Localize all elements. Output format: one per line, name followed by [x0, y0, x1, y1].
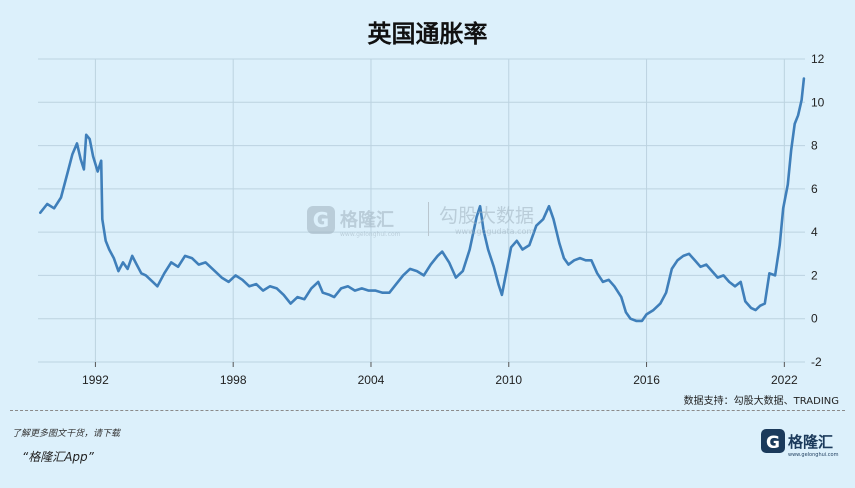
y-tick-label: 2 [811, 268, 818, 282]
y-axis-ticks: -2 0 2 4 6 8 10 12 [811, 52, 825, 369]
x-tick-label: 1998 [220, 373, 247, 387]
logo-url: www.gelonghui.com [788, 452, 839, 458]
watermark-left-brand: 格隆汇 [340, 209, 394, 231]
gelonghui-logo: G 格隆汇 www.gelonghui.com [761, 429, 839, 458]
gelonghui-watermark: G 格隆汇 www.gelonghui.com [307, 206, 401, 238]
footer-divider [10, 410, 845, 411]
watermark-g-icon [307, 206, 335, 234]
x-tick-label: 2016 [633, 373, 660, 387]
gogudata-watermark: 勾股大数据 www.gogudata.com [439, 205, 534, 236]
y-tick-label: 0 [811, 312, 818, 326]
promo-text: 了解更多图文干货，请下载 [12, 429, 121, 439]
y-tick-label: -2 [811, 355, 822, 369]
source-note: 数据支持：勾股大数据、TRADING [683, 396, 839, 407]
x-tick-label: 1992 [82, 373, 109, 387]
x-tick-label: 2022 [771, 373, 798, 387]
watermark-left-url: www.gelonghui.com [340, 231, 401, 238]
logo-g-icon [761, 429, 785, 453]
x-tick-label: 2010 [495, 373, 522, 387]
x-tick-label: 2004 [358, 373, 385, 387]
chart-title: 英国通胀率 [367, 20, 488, 48]
svg-text:G: G [313, 208, 329, 232]
watermark-right-url: www.gogudata.com [455, 227, 534, 236]
watermark-right-brand: 勾股大数据 [439, 205, 534, 227]
app-name: “格隆汇App” [22, 450, 94, 464]
y-tick-label: 10 [811, 95, 825, 109]
chart-series [39, 77, 806, 323]
inflation-line [39, 77, 806, 323]
y-tick-label: 8 [811, 139, 818, 153]
svg-text:G: G [766, 433, 780, 453]
logo-name: 格隆汇 [788, 433, 833, 451]
y-tick-label: 12 [811, 52, 825, 66]
y-tick-label: 6 [811, 182, 818, 196]
watermark-separator [428, 202, 429, 236]
x-axis-ticks: 1992 1998 2004 2010 2016 2022 [82, 373, 798, 387]
y-tick-label: 4 [811, 225, 818, 239]
